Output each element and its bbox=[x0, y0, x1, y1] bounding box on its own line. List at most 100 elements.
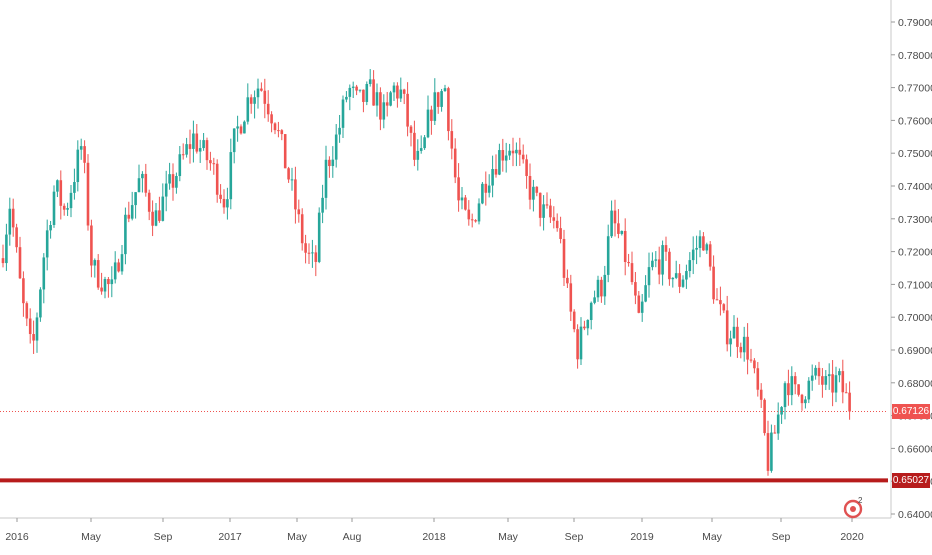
time-axis[interactable]: 2016 May Sep 2017 May Aug 2018 May Sep 2019 May Sep… bbox=[5, 518, 864, 543]
candle-body bbox=[141, 173, 144, 179]
candle-body bbox=[729, 338, 732, 345]
candle-body bbox=[1, 258, 5, 264]
candle-body bbox=[436, 92, 440, 107]
candle-body bbox=[844, 392, 848, 394]
candle-body bbox=[491, 169, 494, 186]
candle-body bbox=[419, 148, 423, 151]
candle-body bbox=[290, 179, 294, 181]
candle-body bbox=[532, 186, 535, 200]
x-tick-label: Sep bbox=[154, 531, 173, 543]
candle-body bbox=[657, 259, 661, 275]
candle-body bbox=[800, 394, 804, 404]
candle-body bbox=[249, 97, 253, 104]
candle-body bbox=[596, 279, 600, 298]
candle-body bbox=[117, 262, 120, 272]
candle-body bbox=[5, 234, 8, 264]
candle-body bbox=[372, 79, 375, 106]
candle-body bbox=[324, 159, 328, 198]
candle-body bbox=[613, 210, 617, 224]
candle-body bbox=[494, 169, 498, 175]
candle-body bbox=[355, 86, 358, 91]
x-tick-label: May bbox=[81, 531, 102, 543]
candle-body bbox=[736, 326, 739, 347]
candle-body bbox=[96, 260, 100, 288]
candle-body bbox=[719, 300, 722, 305]
candle-body bbox=[317, 212, 321, 262]
candle-body bbox=[447, 88, 450, 132]
candle-body bbox=[416, 150, 420, 160]
candle-body bbox=[661, 245, 664, 275]
candle-body bbox=[552, 217, 556, 221]
candle-body bbox=[457, 177, 460, 201]
candle-body bbox=[124, 214, 127, 255]
candle-body bbox=[192, 133, 195, 149]
candle-body bbox=[232, 128, 236, 153]
candle-body bbox=[76, 149, 80, 183]
candle-body bbox=[300, 214, 304, 244]
candle-body bbox=[39, 289, 42, 318]
candle-body bbox=[283, 134, 287, 169]
candle-body bbox=[467, 209, 471, 220]
candle-body bbox=[634, 282, 637, 296]
candle-body bbox=[807, 380, 811, 400]
x-tick-label: 2016 bbox=[5, 531, 29, 543]
candle-body bbox=[681, 279, 685, 287]
support-price-badge: 0.65027 bbox=[892, 472, 930, 488]
candle-body bbox=[246, 97, 250, 122]
candle-body bbox=[545, 204, 549, 206]
candle-body bbox=[685, 271, 688, 280]
candle-body bbox=[22, 278, 25, 304]
candle-body bbox=[175, 176, 178, 188]
candle-body bbox=[188, 144, 192, 149]
tradingview-logo-icon: 2 bbox=[843, 497, 863, 519]
candle-body bbox=[742, 336, 746, 353]
candle-body bbox=[307, 252, 311, 254]
candle-body bbox=[583, 326, 586, 329]
candle-body bbox=[610, 210, 613, 237]
candle-body bbox=[821, 376, 824, 385]
candle-body bbox=[651, 260, 654, 268]
candle-body bbox=[100, 287, 103, 292]
candle-body bbox=[161, 196, 165, 221]
candle-body bbox=[15, 227, 18, 248]
candle-body bbox=[555, 220, 559, 229]
candle-body bbox=[66, 208, 69, 210]
candle-body bbox=[8, 208, 12, 235]
candle-body bbox=[345, 96, 348, 100]
x-tick-label: 2017 bbox=[218, 531, 242, 543]
candle-body bbox=[222, 198, 226, 208]
candle-body bbox=[671, 277, 675, 280]
candle-body bbox=[147, 192, 151, 212]
svg-text:2: 2 bbox=[858, 497, 863, 505]
candle-body bbox=[617, 223, 620, 234]
candle-body bbox=[484, 183, 488, 193]
x-tick-label: 2019 bbox=[630, 531, 654, 543]
candle-body bbox=[212, 163, 216, 165]
x-tick-label: Sep bbox=[772, 531, 791, 543]
candle-body bbox=[229, 152, 233, 200]
candle-body bbox=[538, 192, 542, 218]
candle-body bbox=[549, 205, 552, 218]
candle-body bbox=[528, 176, 532, 200]
candle-body bbox=[504, 155, 508, 161]
price-axis[interactable]: 0.640000.650000.660000.670000.680000.690… bbox=[891, 17, 932, 521]
candle-body bbox=[787, 383, 790, 396]
candle-body bbox=[691, 249, 695, 261]
candle-body bbox=[331, 159, 335, 167]
candle-body bbox=[841, 371, 845, 393]
candle-body bbox=[362, 89, 365, 102]
candle-body bbox=[181, 154, 185, 156]
candle-body bbox=[708, 244, 712, 267]
candle-body bbox=[215, 163, 219, 195]
candle-body bbox=[827, 374, 831, 377]
candle-body bbox=[49, 225, 52, 231]
candle-body bbox=[572, 311, 576, 330]
candle-body bbox=[90, 225, 93, 266]
candle-body bbox=[508, 150, 511, 156]
candle-body bbox=[498, 150, 501, 175]
